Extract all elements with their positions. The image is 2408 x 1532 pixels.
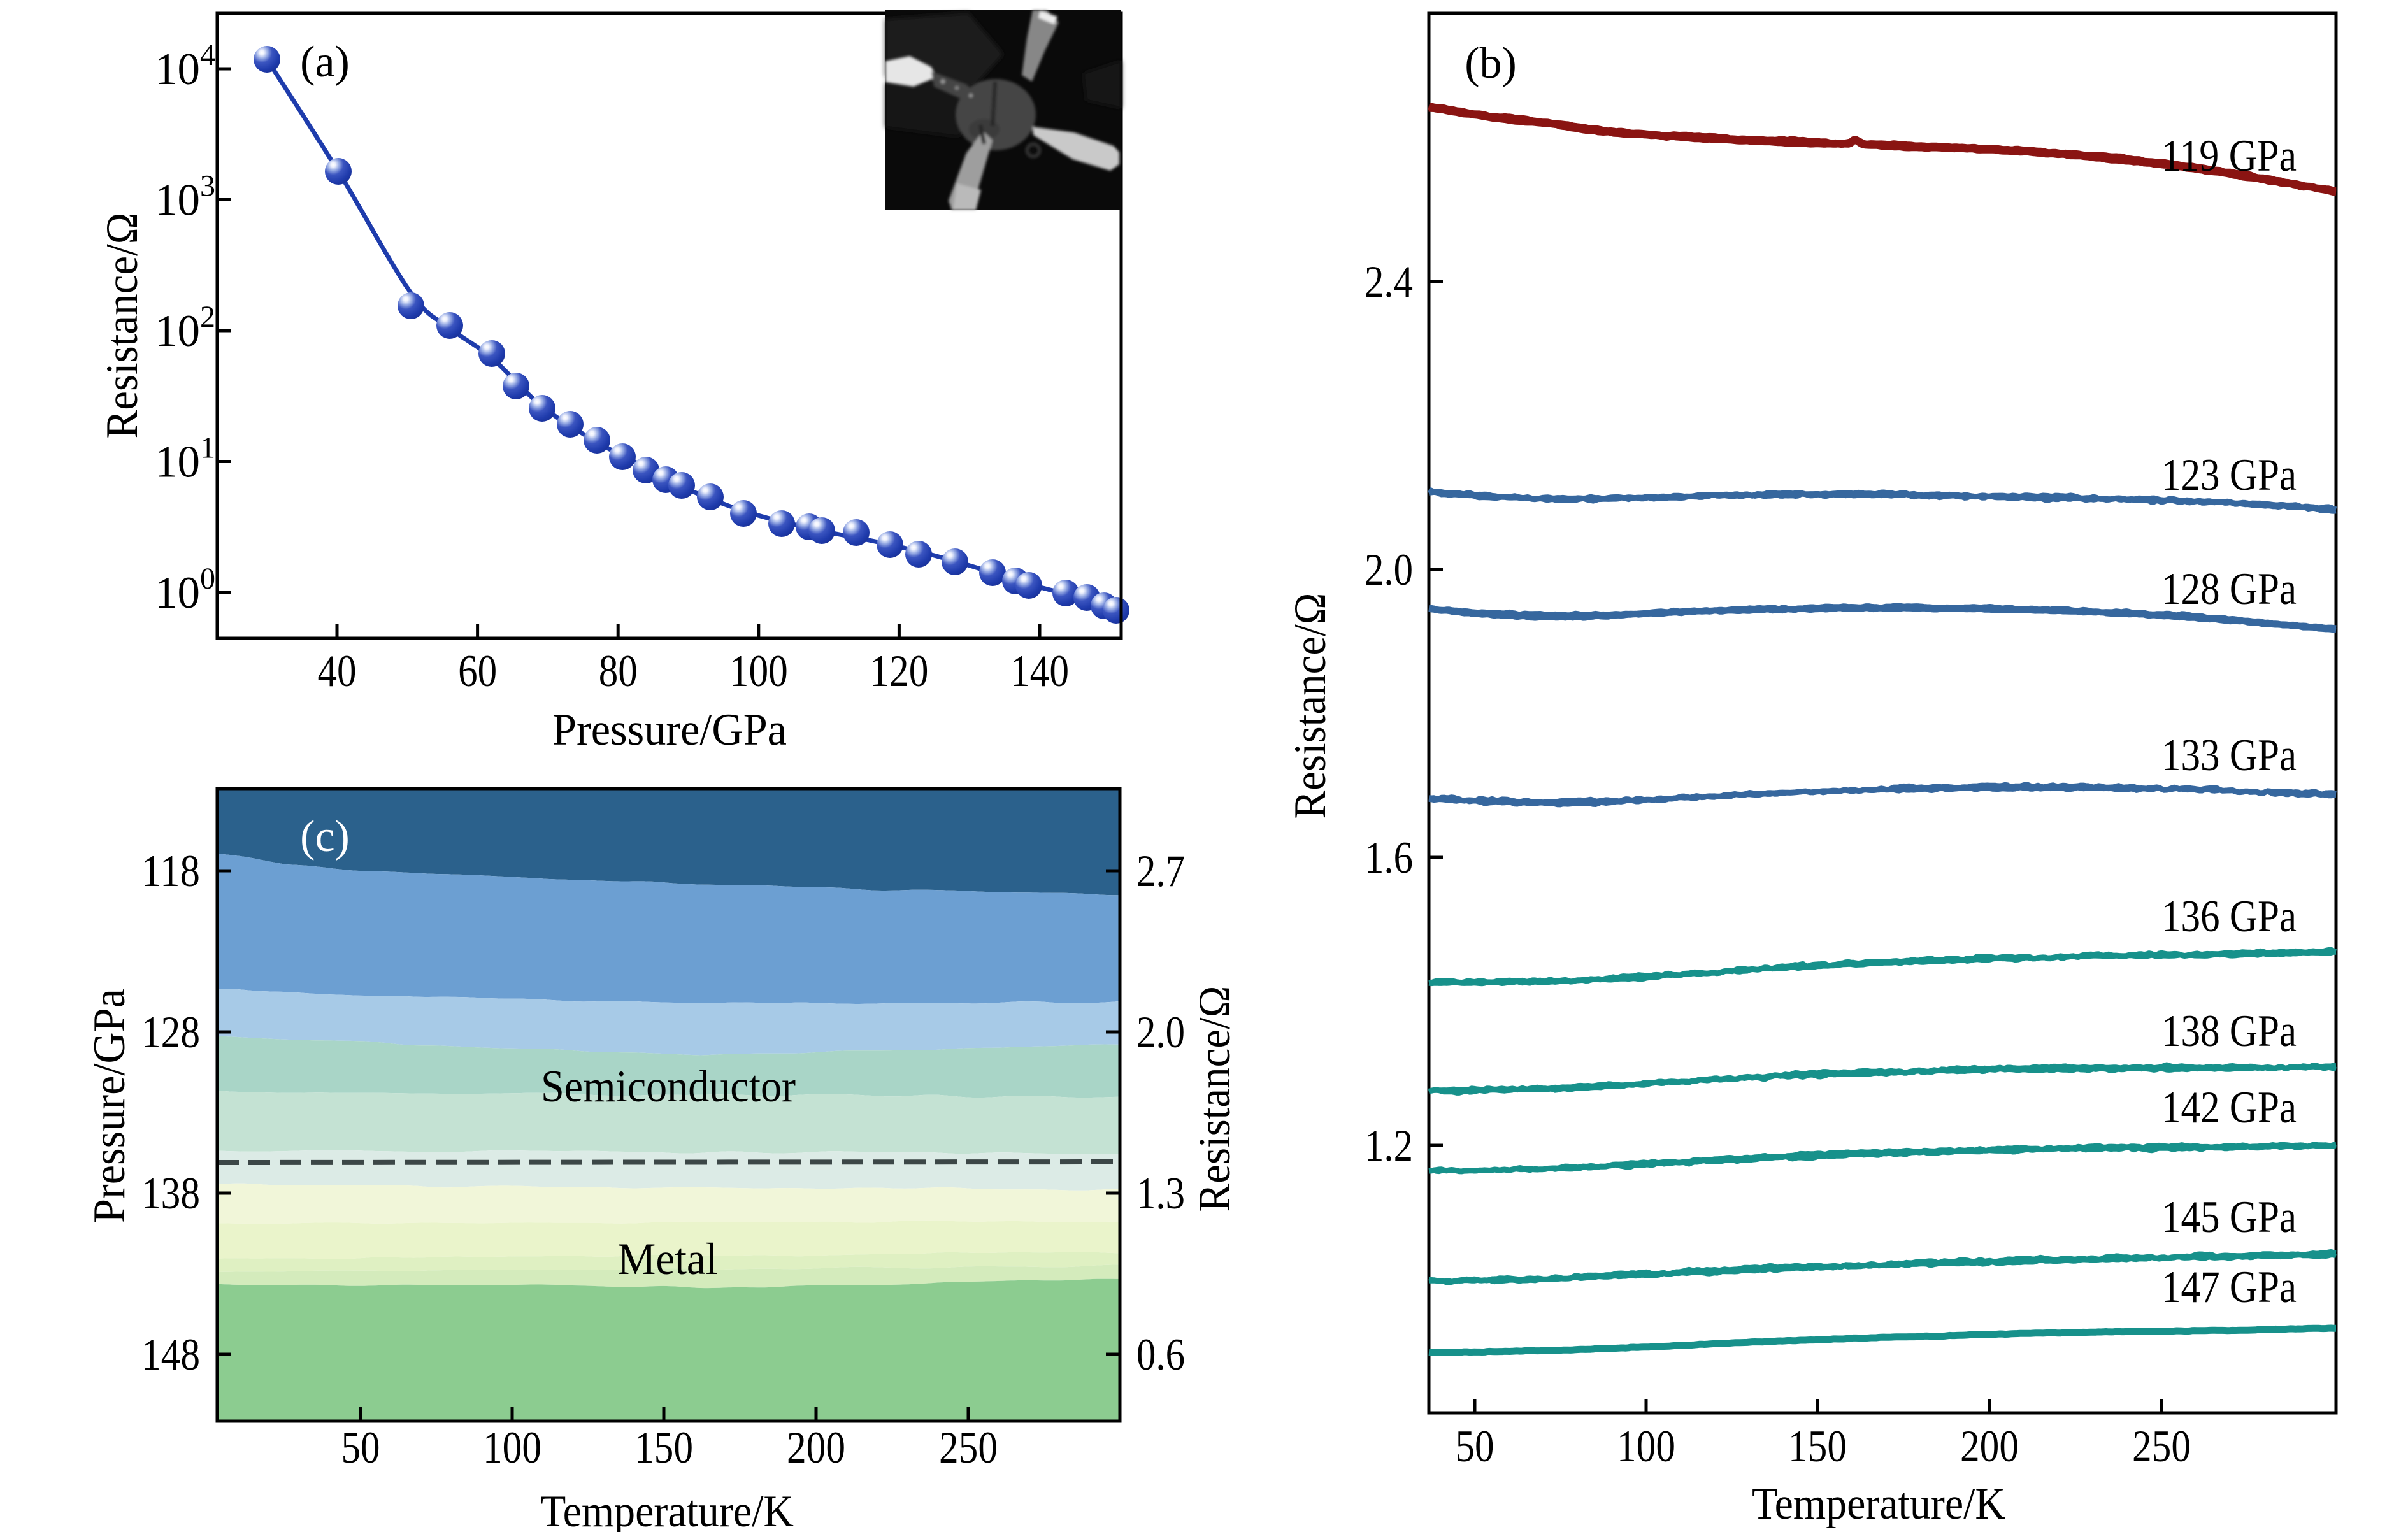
svg-text:250: 250 bbox=[2132, 1422, 2191, 1471]
svg-text:133 GPa: 133 GPa bbox=[2161, 731, 2297, 780]
svg-text:1.2: 1.2 bbox=[1365, 1121, 1413, 1171]
svg-text:145 GPa: 145 GPa bbox=[2161, 1192, 2297, 1242]
svg-text:Metal: Metal bbox=[618, 1235, 718, 1284]
svg-text:80: 80 bbox=[599, 647, 638, 696]
svg-text:120: 120 bbox=[870, 647, 928, 696]
svg-text:(c): (c) bbox=[300, 812, 350, 861]
svg-text:2.0: 2.0 bbox=[1365, 545, 1413, 595]
svg-text:140: 140 bbox=[1010, 647, 1069, 696]
svg-text:200: 200 bbox=[1960, 1422, 2019, 1471]
svg-text:(b): (b) bbox=[1465, 39, 1517, 88]
svg-text:50: 50 bbox=[1456, 1422, 1494, 1471]
svg-text:40: 40 bbox=[318, 647, 357, 696]
svg-text:(a): (a) bbox=[300, 38, 350, 87]
svg-text:Semiconductor: Semiconductor bbox=[541, 1062, 796, 1112]
svg-text:138 GPa: 138 GPa bbox=[2161, 1006, 2297, 1056]
svg-text:Pressure/GPa: Pressure/GPa bbox=[552, 705, 787, 755]
svg-text:1.6: 1.6 bbox=[1365, 833, 1413, 883]
svg-text:142 GPa: 142 GPa bbox=[2161, 1083, 2297, 1133]
svg-text:200: 200 bbox=[787, 1423, 845, 1473]
svg-text:1.3: 1.3 bbox=[1136, 1169, 1185, 1219]
svg-text:119 GPa: 119 GPa bbox=[2161, 131, 2297, 181]
svg-text:50: 50 bbox=[341, 1423, 380, 1473]
svg-text:136 GPa: 136 GPa bbox=[2161, 892, 2297, 941]
svg-text:100: 100 bbox=[729, 647, 788, 696]
svg-text:0.6: 0.6 bbox=[1136, 1330, 1185, 1380]
svg-text:150: 150 bbox=[1788, 1422, 1847, 1471]
svg-text:Temperature/K: Temperature/K bbox=[540, 1487, 794, 1532]
svg-text:150: 150 bbox=[634, 1423, 693, 1473]
svg-text:60: 60 bbox=[458, 647, 497, 696]
svg-text:128 GPa: 128 GPa bbox=[2161, 564, 2297, 614]
svg-text:100: 100 bbox=[155, 562, 215, 618]
svg-text:Temperature/K: Temperature/K bbox=[1752, 1479, 2005, 1529]
svg-text:Pressure/GPa: Pressure/GPa bbox=[85, 989, 134, 1223]
svg-text:128: 128 bbox=[141, 1008, 200, 1057]
svg-text:123 GPa: 123 GPa bbox=[2161, 450, 2297, 500]
svg-text:2.4: 2.4 bbox=[1365, 257, 1413, 307]
svg-text:138: 138 bbox=[141, 1169, 200, 1219]
svg-text:148: 148 bbox=[141, 1330, 200, 1380]
svg-text:Resistance/Ω: Resistance/Ω bbox=[1190, 986, 1240, 1212]
svg-text:147 GPa: 147 GPa bbox=[2161, 1263, 2297, 1312]
svg-text:100: 100 bbox=[483, 1423, 541, 1473]
svg-text:118: 118 bbox=[141, 847, 200, 896]
svg-text:2.0: 2.0 bbox=[1136, 1008, 1185, 1057]
svg-text:250: 250 bbox=[939, 1423, 998, 1473]
svg-text:100: 100 bbox=[1617, 1422, 1675, 1471]
svg-text:Resistance/Ω: Resistance/Ω bbox=[1286, 593, 1335, 819]
svg-text:Resistance/Ω: Resistance/Ω bbox=[97, 213, 147, 439]
svg-text:2.7: 2.7 bbox=[1136, 847, 1185, 896]
